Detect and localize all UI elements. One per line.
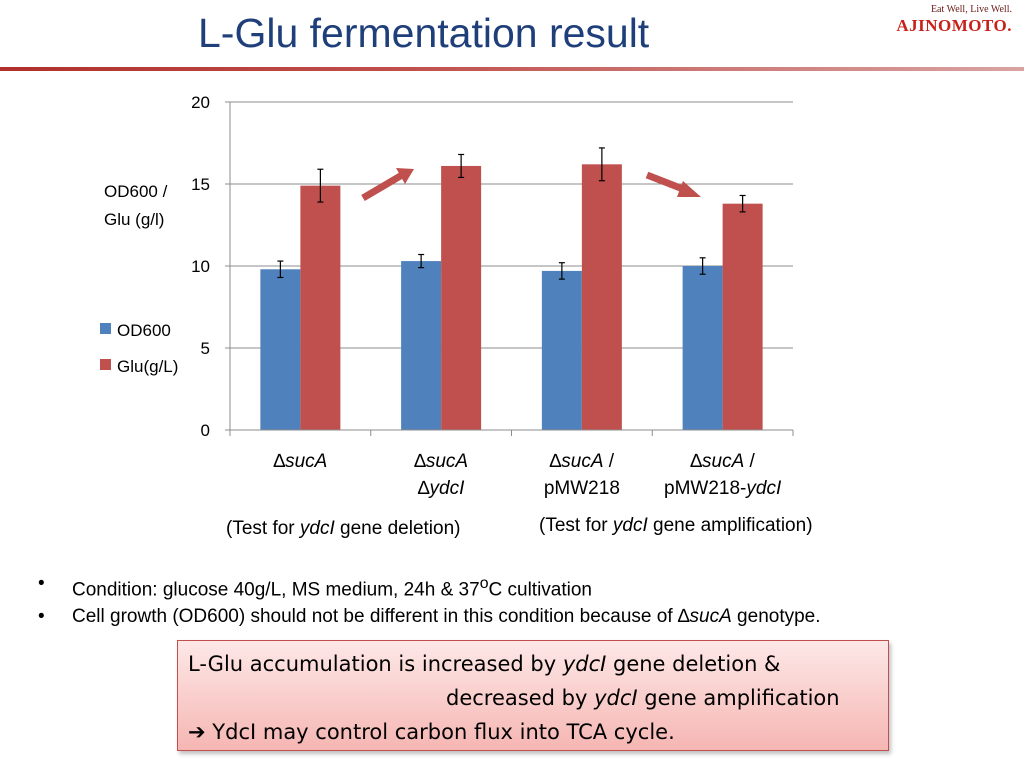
conditions-list: • Condition: glucose 40g/L, MS medium, 2… (38, 570, 821, 630)
error-bar (739, 194, 746, 213)
bar-glu-g-l--1 (300, 185, 341, 430)
bar-od600-4 (682, 266, 723, 430)
bar-od600-3 (541, 270, 582, 430)
bullet-icon: • (38, 606, 45, 628)
chart-axes (225, 101, 794, 436)
error-bar (558, 262, 565, 280)
conclusion-line-3: ➔ YdcI may control carbon flux into TCA … (188, 720, 675, 744)
condition-text: Condition: glucose 40g/L, MS medium, 24h… (72, 575, 592, 601)
chart-y-tick-labels: 0 5 10 15 20 (191, 93, 210, 440)
decrease-arrow (645, 171, 701, 197)
title-divider (0, 67, 1024, 71)
chart-x-category-labels: ∆sucA ∆sucA ∆ydcI ∆sucA / pMW218 ∆sucA / pMW21… (273, 451, 782, 499)
bar-glu-g-l--2 (441, 165, 482, 430)
conclusion-box: L-Glu accumulation is increased by ydcI … (177, 640, 889, 751)
x-category-label-line1: ∆sucA (414, 451, 468, 472)
bullet-icon: • (38, 573, 45, 594)
x-category-label-line2: pMW218 (544, 478, 620, 499)
chart-error-bars (277, 147, 746, 280)
y-tick-label: 15 (191, 175, 210, 194)
error-bar (418, 253, 425, 269)
y-axis-label-line1: OD600 / (104, 182, 168, 201)
deletion-test-note: (Test for ydcI gene deletion) (226, 518, 460, 539)
bar-od600-2 (401, 261, 442, 430)
error-bar (458, 153, 465, 179)
bar-od600-1 (260, 269, 301, 430)
logo-wordmark: AJINOMOTO. (896, 16, 1012, 35)
x-category-label-line2: pMW218-ydcI (664, 478, 782, 499)
legend-swatch-glu (100, 359, 111, 370)
error-bar (699, 257, 706, 275)
legend-swatch-od600 (100, 323, 111, 334)
amplification-test-note: (Test for ydcI gene amplification) (539, 515, 813, 536)
bar-glu-g-l--4 (722, 203, 763, 430)
x-category-label-line2: ∆ydcI (418, 478, 465, 499)
list-item: • Cell growth (OD600) should not be diff… (38, 603, 821, 630)
list-item: • Condition: glucose 40g/L, MS medium, 2… (38, 570, 821, 603)
right-arrow-icon: ➔ (188, 720, 206, 744)
chart-legend: OD600 Glu(g/L) (100, 321, 178, 376)
legend-label-glu: Glu(g/L) (117, 357, 178, 376)
bar-glu-g-l--3 (581, 164, 622, 430)
error-bar (317, 168, 324, 203)
conclusion-line-2: decreased by ydcI gene amplification (446, 686, 840, 710)
ajinomoto-logo: Eat Well, Live Well. AJINOMOTO. (896, 4, 1016, 38)
error-bar (277, 260, 284, 279)
y-tick-label: 10 (191, 257, 210, 276)
logo-tagline: Eat Well, Live Well. (930, 4, 1012, 15)
page-title: L-Glu fermentation result (198, 10, 650, 56)
y-axis-label-line2: Glu (g/l) (104, 210, 164, 229)
x-category-label-line1: ∆sucA (273, 451, 327, 472)
x-category-label-line1: ∆sucA / (550, 451, 615, 472)
x-category-label-line1: ∆sucA / (690, 451, 755, 472)
cell-growth-text: Cell growth (OD600) should not be differ… (72, 606, 821, 628)
increase-arrow (361, 168, 414, 202)
legend-label-od600: OD600 (117, 321, 171, 340)
y-tick-label: 5 (201, 339, 210, 358)
y-tick-label: 20 (191, 93, 210, 112)
chart-bars (260, 164, 763, 430)
y-tick-label: 0 (201, 421, 210, 440)
error-bar (598, 147, 605, 182)
conclusion-line-1: L-Glu accumulation is increased by ydcI … (188, 652, 781, 676)
